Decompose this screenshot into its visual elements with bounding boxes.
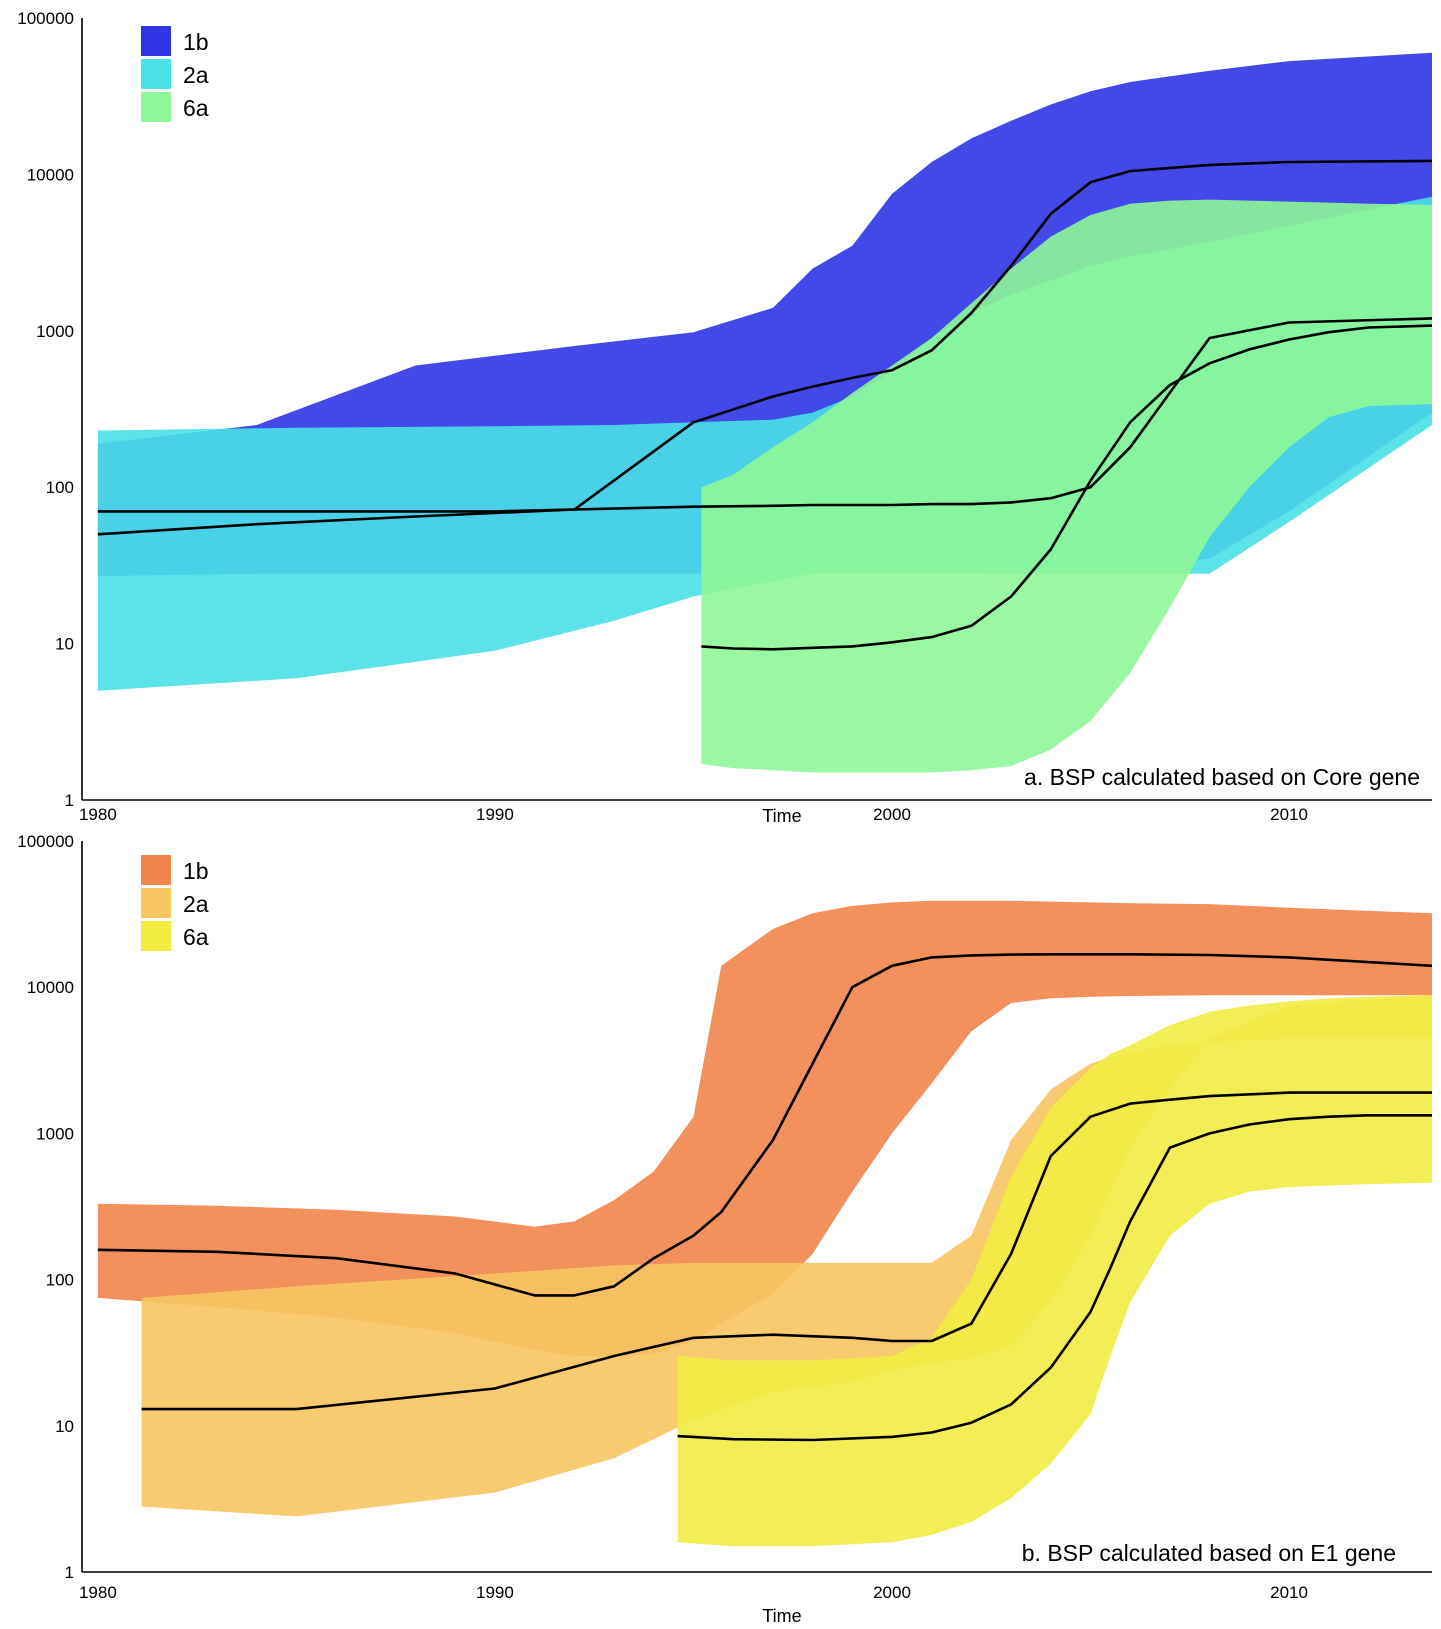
y-tick-label: 100000: [17, 832, 74, 851]
median-line-6a: [701, 324, 1433, 651]
x-tick-label: 1980: [79, 1583, 117, 1602]
legend-label-2a: 2a: [183, 62, 209, 88]
legend-swatch-6a: [141, 921, 171, 951]
legend: 1b 2a 6a: [141, 26, 209, 122]
y-tick-label: 10000: [27, 165, 74, 184]
y-tick-label: 1: [65, 791, 74, 810]
chart-panel-a: 1 10 100 1000 10000 100000 1980 1990 2000 2010 Tim…: [17, 9, 1433, 826]
x-axis-title: Time: [762, 1606, 801, 1626]
y-tick-label: 10: [55, 635, 74, 654]
panel-caption: b. BSP calculated based on E1 gene: [1022, 1540, 1396, 1566]
band-6a: [677, 995, 1432, 1547]
y-tick-label: 10: [55, 1417, 74, 1436]
median-line-2a: [97, 317, 1433, 513]
chart-panel-b: 1 10 100 1000 10000 100000 1980 1990 2000 2010 Tim…: [17, 832, 1433, 1626]
y-tick-label: 100: [46, 1271, 74, 1290]
band-1b: [97, 900, 1432, 1356]
x-tick-label: 1990: [476, 805, 514, 824]
x-tick-label: 2000: [873, 1583, 911, 1602]
legend: 1b 2a 6a: [141, 855, 209, 951]
legend-label-6a: 6a: [183, 924, 209, 950]
x-tick-label: 2000: [873, 805, 911, 824]
legend-label-1b: 1b: [183, 858, 209, 884]
y-tick-label: 10000: [27, 978, 74, 997]
y-tick-label: 1000: [36, 322, 74, 341]
median-line-2a: [141, 1091, 1432, 1411]
legend-swatch-1b: [141, 26, 171, 56]
y-tick-label: 100: [46, 478, 74, 497]
y-tick-label: 100000: [17, 9, 74, 28]
x-tick-label: 2010: [1270, 805, 1308, 824]
x-tick-label: 2010: [1270, 1583, 1308, 1602]
legend-label-1b: 1b: [183, 29, 209, 55]
y-tick-label: 1000: [36, 1124, 74, 1143]
legend-swatch-2a: [141, 59, 171, 89]
legend-label-2a: 2a: [183, 891, 209, 917]
x-axis-title: Time: [762, 806, 801, 826]
median-line-1b: [97, 953, 1433, 1297]
x-tick-label: 1990: [476, 1583, 514, 1602]
legend-label-6a: 6a: [183, 95, 209, 121]
legend-swatch-6a: [141, 92, 171, 122]
legend-swatch-1b: [141, 855, 171, 885]
plot-area: [97, 52, 1433, 773]
band-6a: [701, 199, 1432, 773]
legend-swatch-2a: [141, 888, 171, 918]
x-tick-label: 1980: [79, 805, 117, 824]
plot-area: [97, 900, 1433, 1547]
y-tick-label: 1: [65, 1563, 74, 1582]
median-line-6a: [677, 1114, 1432, 1442]
panel-caption: a. BSP calculated based on Core gene: [1024, 764, 1420, 790]
